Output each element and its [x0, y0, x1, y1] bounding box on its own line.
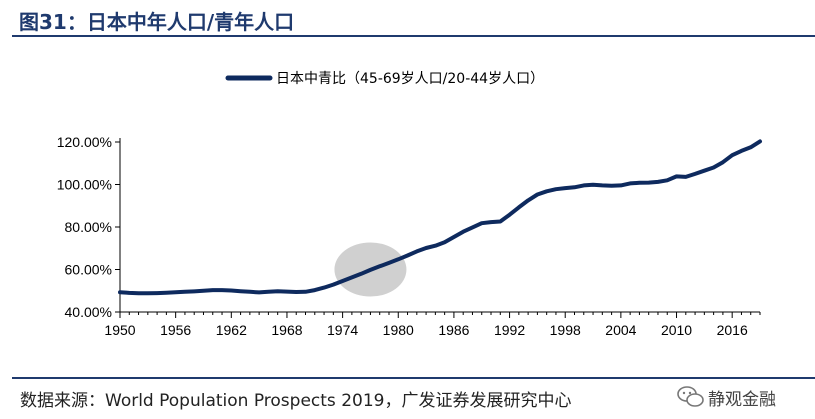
chart-legend: 日本中青比（45-69岁人口/20-44岁人口） [225, 71, 544, 87]
title-divider [12, 35, 815, 37]
series-line [118, 139, 762, 296]
chart-title: 图31：日本中年人口/青年人口 [19, 10, 295, 34]
x-tick-label: 1950 [104, 322, 135, 338]
y-tick-label: 80.00% [65, 219, 112, 235]
y-tick-label: 40.00% [65, 304, 112, 320]
series-layer [118, 139, 762, 296]
x-tick-label: 1962 [216, 322, 247, 338]
x-tick-label: 1956 [160, 322, 191, 338]
x-tick-label: 1992 [494, 322, 525, 338]
y-tick-label: 120.00% [57, 134, 112, 150]
x-tick-label: 1974 [327, 322, 358, 338]
tick-labels: 40.00% 60.00% 80.00% 100.00% 120.00% 1950 1956… [57, 134, 748, 338]
y-tick-label: 100.00% [57, 177, 112, 193]
chart-axes [115, 138, 761, 318]
x-tick-label: 2004 [605, 322, 636, 338]
line-chart: 40.00% 60.00% 80.00% 100.00% 120.00% 1950 1956… [57, 71, 762, 338]
watermark: 静观金融 [672, 381, 812, 411]
title-bar: 图31：日本中年人口/青年人口 [0, 0, 815, 37]
x-tick-label: 2010 [661, 322, 692, 338]
wechat-icon [677, 386, 704, 407]
x-tick-label: 2016 [717, 322, 748, 338]
x-tick-label: 1980 [383, 322, 414, 338]
x-tick-label: 1998 [550, 322, 581, 338]
footer-divider [12, 377, 815, 379]
y-tick-label: 60.00% [65, 262, 112, 278]
legend-label: 日本中青比（45-69岁人口/20-44岁人口） [276, 71, 544, 87]
x-tick-label: 1986 [438, 322, 469, 338]
source-note: 数据来源：World Population Prospects 2019，广发证… [20, 391, 572, 411]
x-tick-label: 1968 [271, 322, 302, 338]
watermark-label: 静观金融 [708, 390, 776, 410]
